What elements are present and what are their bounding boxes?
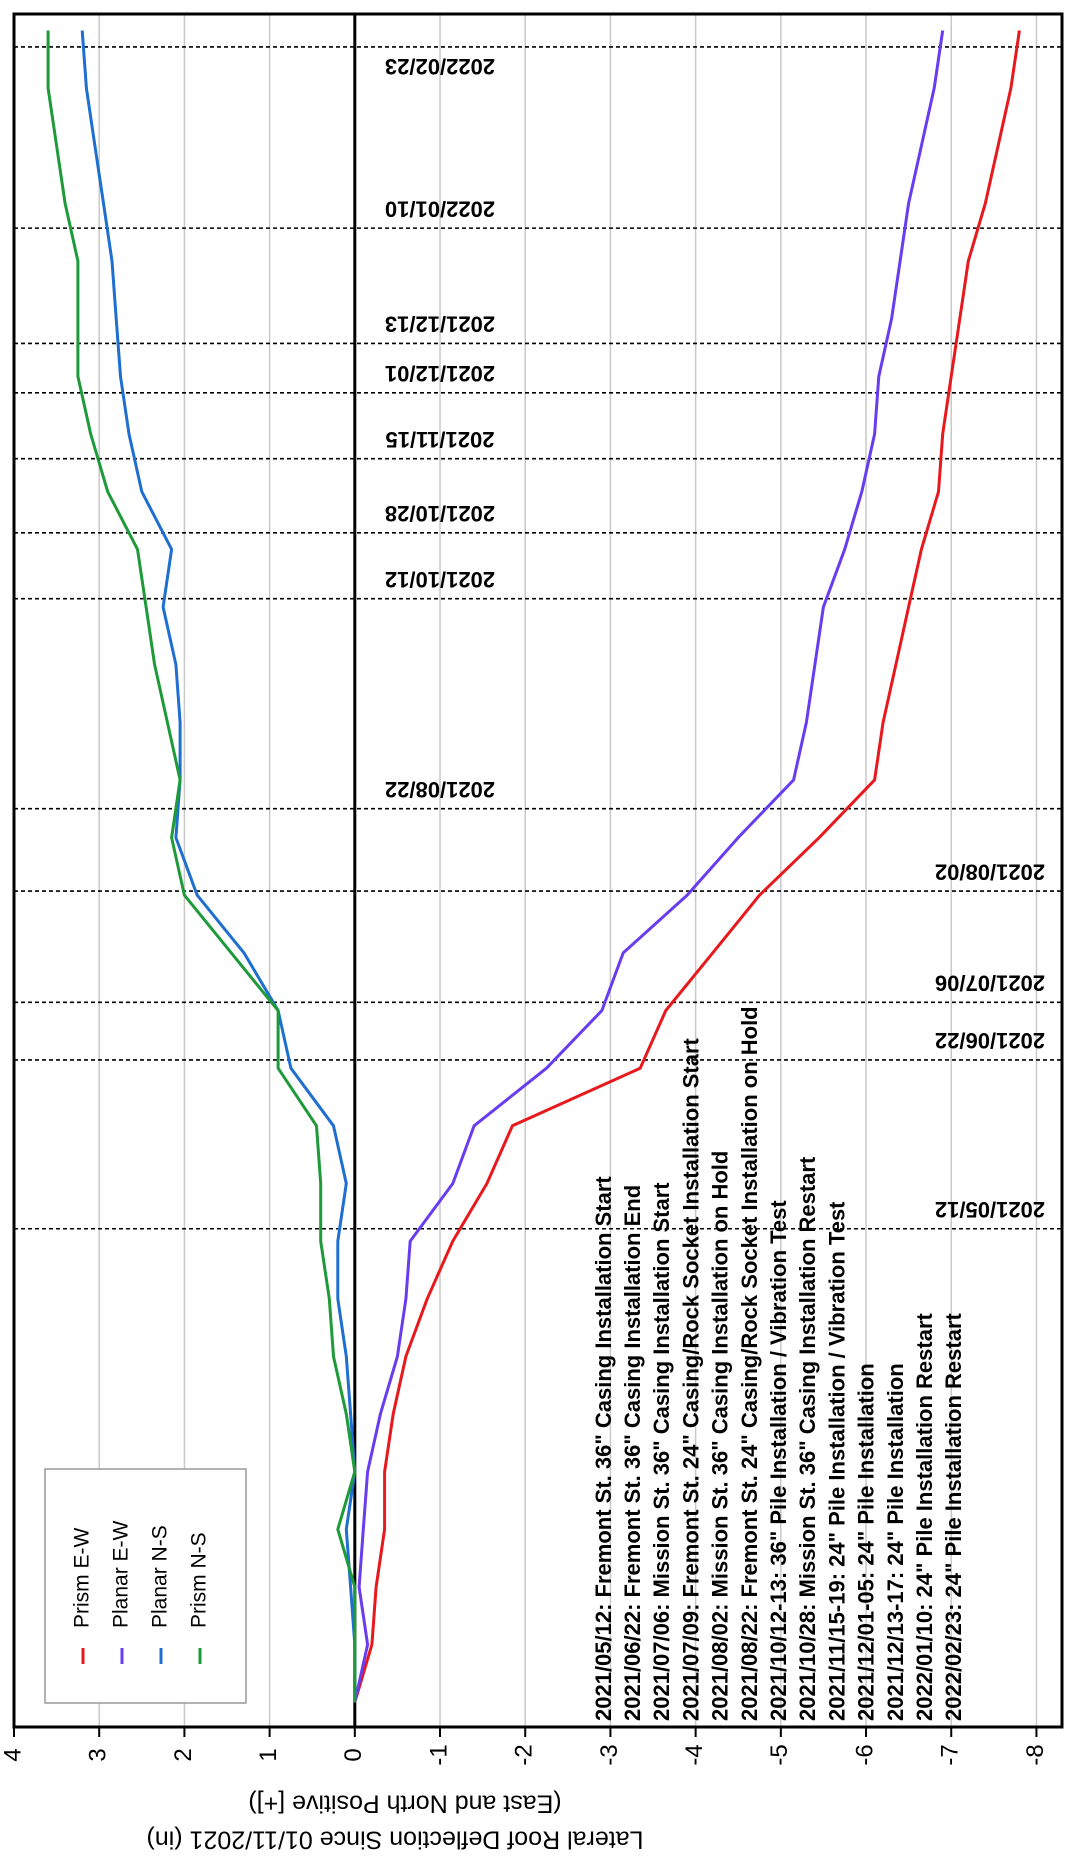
- y-tick-label: 2: [170, 1748, 197, 1761]
- annotation: 2021/07/09: Fremont St. 24" Casing/Rock …: [678, 1037, 703, 1721]
- annotation: 2022/02/23: 24" Pile Installation Restar…: [941, 1312, 966, 1721]
- event-label: 2021/05/12: [935, 1197, 1045, 1222]
- y-tick-label: -5: [766, 1744, 793, 1765]
- annotation: 2021/12/13-17: 24" Pile Installation: [883, 1363, 908, 1721]
- y-tick-label: 4: [0, 1748, 26, 1761]
- annotation: 2021/12/01-05: 24" Pile Installation: [854, 1363, 879, 1721]
- event-label: 2021/07/06: [935, 970, 1045, 995]
- series-line: [353, 30, 945, 1703]
- event-label: 2021/12/01: [385, 361, 495, 386]
- y-tick-label: -7: [937, 1744, 964, 1765]
- legend-label: Prism E-W: [71, 1528, 94, 1628]
- legend-label: Prism N-S: [188, 1532, 211, 1628]
- annotation: 2021/05/12: Fremont St. 36" Casing Insta…: [591, 1176, 616, 1721]
- series-line: [353, 30, 1021, 1703]
- annotation: 2022/01/10: 24" Pile Installation Restar…: [912, 1312, 937, 1721]
- annotation: 2021/07/06: Mission St. 36" Casing Insta…: [649, 1182, 674, 1721]
- event-label: 2021/11/15: [386, 427, 495, 452]
- annotation: 2021/08/22: Fremont St. 24" Casing/Rock …: [737, 1006, 762, 1721]
- y-tick-label: -8: [1022, 1744, 1049, 1765]
- annotation: 2021/06/22: Fremont St. 36" Casing Insta…: [620, 1185, 645, 1721]
- event-label: 2022/02/23: [385, 54, 495, 79]
- event-label: 2022/01/10: [385, 196, 495, 221]
- legend-label: Planar N-S: [149, 1525, 172, 1628]
- axis-subtitle: (East and North Positive [+]): [248, 1789, 561, 1817]
- y-tick-label: -2: [511, 1744, 538, 1765]
- event-label: 2021/10/28: [385, 501, 495, 526]
- y-tick-label: -6: [851, 1744, 878, 1765]
- y-tick-label: -3: [596, 1744, 623, 1765]
- y-tick-label: -4: [681, 1744, 708, 1765]
- event-label: 2021/12/13: [385, 312, 495, 337]
- y-tick-label: -1: [425, 1744, 452, 1765]
- event-label: 2021/10/12: [385, 567, 495, 592]
- series-line: [46, 30, 357, 1703]
- axis-title: Lateral Roof Deflection Since 01/11/2021…: [146, 1825, 643, 1853]
- event-label: 2021/06/22: [935, 1028, 1045, 1053]
- annotation: 2021/10/12-13: 36" Pile Installation / V…: [766, 1200, 791, 1721]
- y-tick-label: 0: [340, 1748, 367, 1761]
- y-tick-label: 1: [255, 1748, 282, 1761]
- annotation: 2021/08/02: Mission St. 36" Casing Insta…: [708, 1151, 733, 1721]
- annotation: 2021/11/15-19: 24" Pile Installation / V…: [824, 1201, 849, 1721]
- series-line: [80, 30, 357, 1703]
- event-label: 2021/08/02: [935, 859, 1045, 884]
- annotation: 2021/10/28: Mission St. 36" Casing Insta…: [795, 1156, 820, 1721]
- y-tick-label: 3: [85, 1748, 112, 1761]
- event-label: 2021/08/22: [385, 777, 495, 802]
- legend-label: Planar E-W: [110, 1520, 133, 1628]
- plot-frame: [12, 12, 1064, 1729]
- legend-box: [44, 1468, 247, 1704]
